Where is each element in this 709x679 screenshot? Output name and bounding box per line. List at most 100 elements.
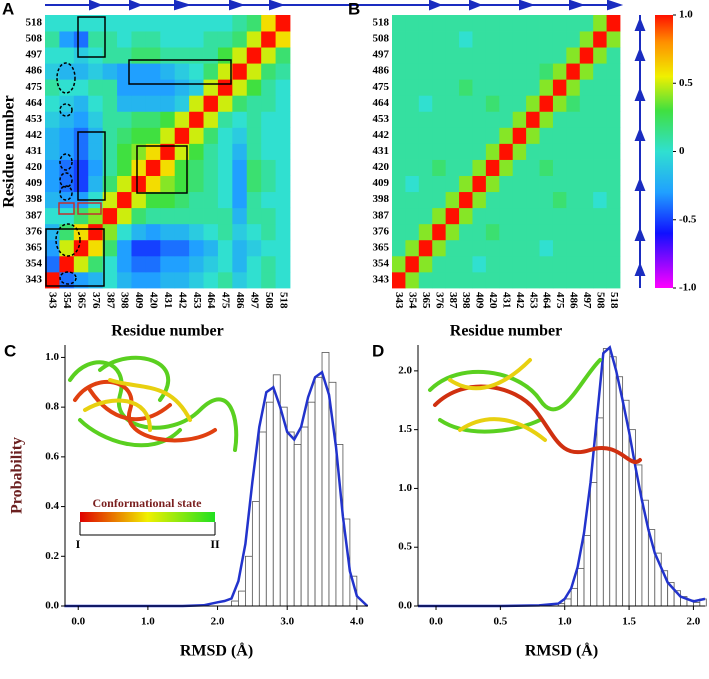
histogram-bar — [615, 376, 624, 607]
heatmap-cell — [232, 239, 248, 257]
heatmap-cell — [246, 63, 262, 80]
heatmap-cell — [606, 191, 621, 209]
heatmap-cell — [203, 79, 219, 96]
heatmap-cell — [418, 159, 433, 176]
heatmap-cell — [160, 239, 176, 257]
heatmap-cell — [485, 111, 500, 128]
heatmap-cell — [117, 63, 132, 80]
heatmap-cell — [45, 143, 60, 160]
heatmap-cell — [499, 15, 514, 32]
heatmap-cell — [566, 79, 581, 96]
x-tick-label: 2.0 — [687, 616, 701, 628]
heatmap-cell — [579, 255, 594, 273]
heatmap-cell — [459, 63, 473, 80]
x-tick-label: 365 — [75, 292, 87, 309]
heatmap-cell — [232, 143, 248, 160]
heatmap-cell — [405, 191, 420, 209]
heatmap-cell — [445, 95, 460, 112]
heatmap-cell — [472, 15, 487, 32]
heatmap-cell — [499, 47, 514, 64]
heatmap-cell — [189, 271, 204, 289]
heatmap-cell — [606, 15, 621, 32]
heatmap-cell — [73, 31, 89, 48]
heatmap-cell — [174, 255, 190, 273]
heatmap-cell — [593, 95, 607, 112]
heatmap-cell — [539, 111, 554, 128]
heatmap-cell — [45, 47, 60, 64]
heatmap-cell — [246, 31, 262, 48]
heatmap-cell — [459, 31, 473, 48]
heatmap-cell — [539, 63, 554, 80]
heatmap-cell — [174, 111, 190, 128]
x-tick-label: 453 — [191, 292, 203, 309]
heatmap-cell — [485, 47, 500, 64]
heatmap-cell — [275, 31, 291, 48]
heatmap-cell — [539, 175, 554, 193]
y-tick-label: 409 — [373, 177, 390, 189]
heatmap-cell — [261, 127, 276, 144]
heatmap-cell — [131, 175, 147, 193]
heatmap-cell — [432, 15, 447, 32]
y-tick-label: 376 — [26, 225, 43, 237]
y-tick-label: 387 — [373, 209, 390, 221]
heatmap-cell — [203, 223, 219, 241]
heatmap-cell — [526, 127, 540, 144]
heatmap-cell — [261, 143, 276, 160]
heatmap-cell — [45, 31, 60, 48]
heatmap-cell — [499, 143, 514, 160]
heatmap-cell — [217, 31, 233, 48]
heatmap-cell — [472, 31, 487, 48]
heatmap-cell — [246, 239, 262, 257]
heatmap-cell — [160, 271, 176, 289]
heatmap-cell — [499, 111, 514, 128]
heatmap-cell — [174, 239, 190, 257]
heatmap-cell — [189, 239, 204, 257]
heatmap-cell — [539, 223, 554, 241]
heatmap-cell — [512, 207, 527, 225]
heatmap-cell — [73, 143, 89, 160]
heatmap-cell — [131, 63, 147, 80]
heatmap-cell — [579, 31, 594, 48]
heatmap-cell — [499, 127, 514, 144]
heatmap-cell — [432, 223, 447, 241]
heatmap-cell — [579, 47, 594, 64]
x-tick-label: 431 — [162, 292, 174, 309]
heatmap-cell — [392, 63, 406, 80]
heatmap-cell — [445, 31, 460, 48]
heatmap-cell — [131, 191, 147, 209]
heatmap-cell — [217, 63, 233, 80]
y-tick-label: 475 — [26, 81, 43, 93]
heatmap-cell — [102, 63, 118, 80]
heatmap-cell — [160, 223, 176, 241]
heatmap-cell — [552, 191, 567, 209]
heatmap-cell — [59, 239, 75, 257]
heatmap-cell — [392, 223, 406, 241]
heatmap-cell — [88, 271, 104, 289]
histogram-bar — [231, 600, 239, 607]
heatmap-cell — [261, 111, 276, 128]
heatmap-cell — [131, 31, 147, 48]
x-tick-label: 486 — [234, 292, 246, 309]
heatmap-cell — [217, 111, 233, 128]
heatmap-cell — [445, 143, 460, 160]
heatmap-cell — [117, 111, 132, 128]
heatmap-cell — [485, 223, 500, 241]
secondary-structure — [45, 0, 646, 288]
y-tick-label: 0.6 — [45, 450, 59, 462]
panel-label: A — [2, 0, 14, 18]
y-axis-title: Residue number — [1, 95, 18, 207]
heatmap-cell — [246, 111, 262, 128]
histogram-bar — [300, 426, 309, 607]
heatmap-cell — [539, 159, 554, 176]
heatmap-cell — [189, 95, 204, 112]
heatmap-cell — [117, 271, 132, 289]
heatmap-cell — [512, 79, 527, 96]
heatmap-cell — [392, 127, 406, 144]
heatmap-cell — [102, 255, 118, 273]
histogram-bar — [590, 482, 598, 607]
protein-inset — [68, 355, 239, 452]
heatmap-cell — [160, 191, 176, 209]
heatmap-cell — [45, 159, 60, 176]
heatmap-cell — [418, 127, 433, 144]
x-tick-label: 398 — [119, 292, 131, 309]
